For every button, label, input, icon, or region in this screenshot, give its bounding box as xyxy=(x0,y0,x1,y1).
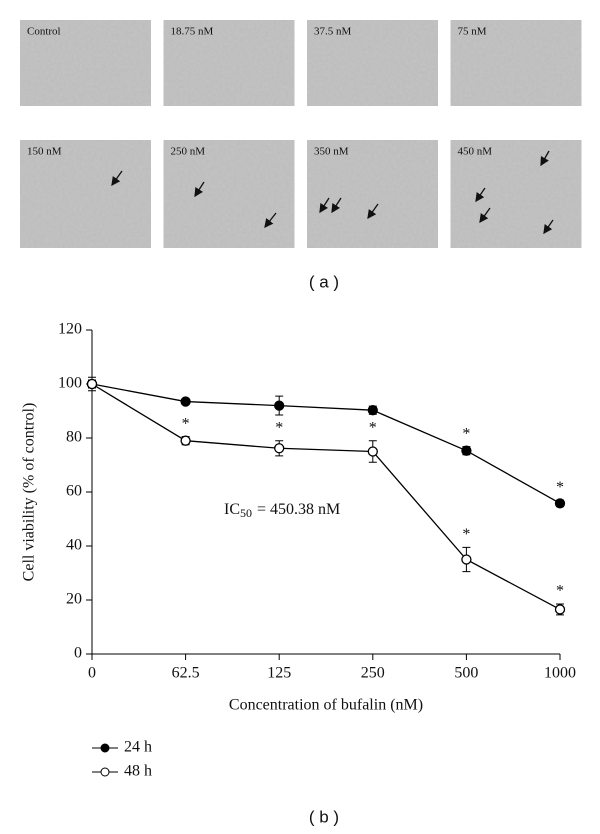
y-tick-label: 0 xyxy=(74,645,82,662)
data-point xyxy=(554,604,566,615)
annotation: IC50 = 450.38 nM xyxy=(224,501,340,520)
data-point xyxy=(86,378,98,390)
significance-mark: * xyxy=(275,419,283,436)
micrograph-texture xyxy=(163,140,295,248)
panel-label: ( b ) xyxy=(309,807,339,826)
data-point xyxy=(367,446,378,457)
image-label: 75 nM xyxy=(458,26,487,38)
annotation-sub: 50 xyxy=(240,506,252,520)
x-tick-label: 1000 xyxy=(544,665,576,682)
x-axis-label: Concentration of bufalin (nM) xyxy=(229,697,423,714)
panel-label: ( a ) xyxy=(309,272,339,291)
significance-mark: * xyxy=(369,419,377,436)
legend-marker xyxy=(100,767,110,777)
x-tick-label: 62.5 xyxy=(172,665,200,682)
legend-label: 24 h xyxy=(124,739,152,756)
data-point xyxy=(180,435,191,446)
plot: 0 20 40 60 80 100 120 0 62.5 125 250 500 1000 * * 24 h *… xyxy=(58,321,576,780)
data-point xyxy=(461,554,472,565)
micrograph-texture xyxy=(307,140,438,248)
y-tick-label: 40 xyxy=(66,537,82,554)
image-label: 450 nM xyxy=(458,146,493,158)
arrow xyxy=(540,150,550,167)
data-point xyxy=(554,498,566,509)
data-point xyxy=(180,396,191,407)
x-tick-label: 500 xyxy=(454,665,478,682)
micrograph-texture xyxy=(450,20,582,106)
micrograph-texture xyxy=(20,140,151,248)
legend-marker xyxy=(100,743,110,753)
image-label: 250 nM xyxy=(171,146,206,158)
annotation-main: IC xyxy=(224,501,240,518)
y-axis-label: Cell viability (% of control) xyxy=(21,403,38,582)
significance-mark: * xyxy=(462,425,470,442)
image-label: 150 nM xyxy=(27,146,62,158)
x-tick-label: 0 xyxy=(88,665,96,682)
arrow xyxy=(475,187,486,203)
y-tick-label: 120 xyxy=(58,321,82,338)
series-line xyxy=(91,383,561,611)
image-label: Control xyxy=(27,26,61,38)
micrograph-texture xyxy=(450,140,582,248)
data-point xyxy=(274,400,285,411)
micrograph-texture xyxy=(163,20,295,106)
y-tick-label: 60 xyxy=(66,483,82,500)
significance-mark: * xyxy=(182,415,190,432)
micrograph-texture xyxy=(20,20,151,106)
y-tick-label: 100 xyxy=(58,375,82,392)
data-point xyxy=(274,443,285,454)
image-label: 37.5 nM xyxy=(314,26,352,38)
significance-mark: * xyxy=(556,479,564,496)
arrow xyxy=(319,197,330,214)
arrow xyxy=(194,181,205,198)
legend-label: 48 h xyxy=(124,763,152,780)
significance-mark: * xyxy=(556,583,564,600)
x-tick-label: 250 xyxy=(361,665,385,682)
micrograph-texture xyxy=(307,20,438,106)
arrow xyxy=(367,203,379,220)
arrows xyxy=(111,150,554,235)
image-label: 18.75 nM xyxy=(171,26,214,38)
arrow xyxy=(264,212,277,229)
series-line xyxy=(91,383,561,504)
x-tick-label: 125 xyxy=(267,665,291,682)
image-grid: Control 18.75 nM 37.5 nM 75 nM 150 nM 250 nM 3… xyxy=(20,20,582,248)
y-tick-label: 80 xyxy=(66,429,82,446)
arrow xyxy=(543,219,554,235)
arrow xyxy=(479,207,491,224)
arrow xyxy=(111,170,123,187)
arrow xyxy=(331,197,342,214)
image-label: 350 nM xyxy=(314,146,349,158)
data-point xyxy=(367,405,378,416)
significance-mark: * xyxy=(462,526,470,543)
data-point xyxy=(461,445,472,456)
annotation-text: = 450.38 nM xyxy=(257,501,340,518)
y-tick-label: 20 xyxy=(66,591,82,608)
